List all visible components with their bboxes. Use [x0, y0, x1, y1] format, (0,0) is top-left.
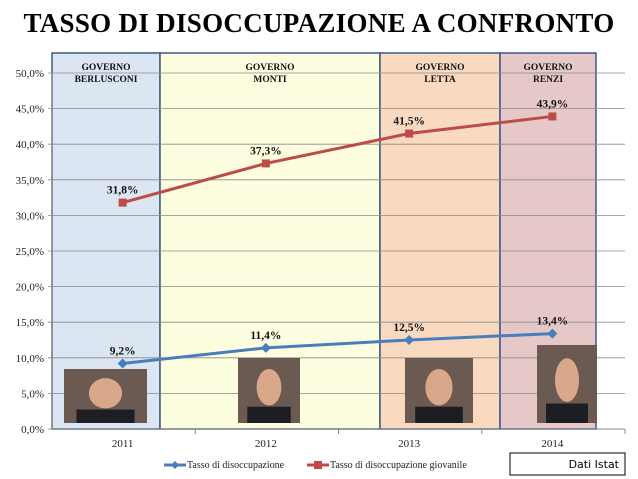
y-tick-label: 10,0%: [16, 353, 44, 365]
data-point: [547, 328, 558, 339]
data-label: 41,5%: [393, 116, 425, 128]
politician-face: [256, 369, 282, 406]
data-label: 13,4%: [537, 316, 569, 328]
politician-suit: [415, 406, 463, 423]
x-tick-label: 2012: [255, 438, 277, 450]
data-point: [404, 335, 415, 345]
band-label: BERLUSCONI: [75, 75, 138, 85]
x-tick-label: 2014: [541, 438, 564, 450]
data-point: [118, 198, 127, 207]
legend-marker: [314, 461, 322, 469]
band-label: RENZI: [533, 75, 563, 85]
series-line: [122, 332, 553, 365]
y-tick-label: 5,0%: [21, 388, 44, 400]
y-tick-label: 35,0%: [16, 175, 44, 187]
data-point: [261, 159, 270, 168]
politician-suit: [247, 406, 291, 423]
legend-label: Tasso di disoccupazione giovanile: [330, 460, 467, 471]
source-label: Dati Istat: [569, 458, 620, 471]
chart-title: TASSO DI DISOCCUPAZIONE A CONFRONTO: [23, 8, 615, 38]
band-label: MONTI: [253, 75, 287, 85]
politician-suit: [76, 409, 135, 423]
politician-face: [88, 378, 123, 409]
politician-face: [555, 358, 579, 402]
y-tick-label: 40,0%: [16, 139, 44, 151]
y-tick-label: 30,0%: [16, 210, 44, 222]
data-point: [405, 129, 414, 138]
band-label: GOVERNO: [81, 63, 130, 73]
legend-marker: [171, 461, 179, 469]
data-point: [260, 342, 271, 353]
x-tick-label: 2011: [112, 438, 134, 450]
data-label: 11,4%: [250, 330, 281, 342]
data-label: 9,2%: [110, 345, 136, 357]
data-label: 37,3%: [250, 145, 282, 157]
band-label: GOVERNO: [415, 63, 464, 73]
data-label: 12,5%: [393, 322, 425, 334]
data-label: 43,9%: [537, 98, 569, 110]
data-label: 31,8%: [107, 185, 139, 197]
y-tick-label: 20,0%: [16, 282, 44, 294]
band-label: GOVERNO: [523, 63, 572, 73]
legend-label: Tasso di disoccupazione: [187, 460, 285, 471]
y-tick-label: 15,0%: [16, 317, 44, 329]
band-label: GOVERNO: [245, 63, 294, 73]
politician-suit: [546, 403, 588, 423]
source-box: [509, 452, 626, 476]
y-tick-label: 25,0%: [16, 246, 44, 258]
band-label: LETTA: [424, 75, 456, 85]
data-point: [548, 112, 557, 121]
politician-face: [425, 369, 453, 406]
series-line: [122, 114, 553, 205]
data-point: [117, 358, 128, 369]
y-tick-label: 0,0%: [21, 424, 44, 436]
y-tick-label: 50,0%: [16, 68, 44, 80]
y-tick-label: 45,0%: [16, 104, 44, 116]
government-band: [51, 52, 161, 430]
x-tick-label: 2013: [398, 438, 421, 450]
